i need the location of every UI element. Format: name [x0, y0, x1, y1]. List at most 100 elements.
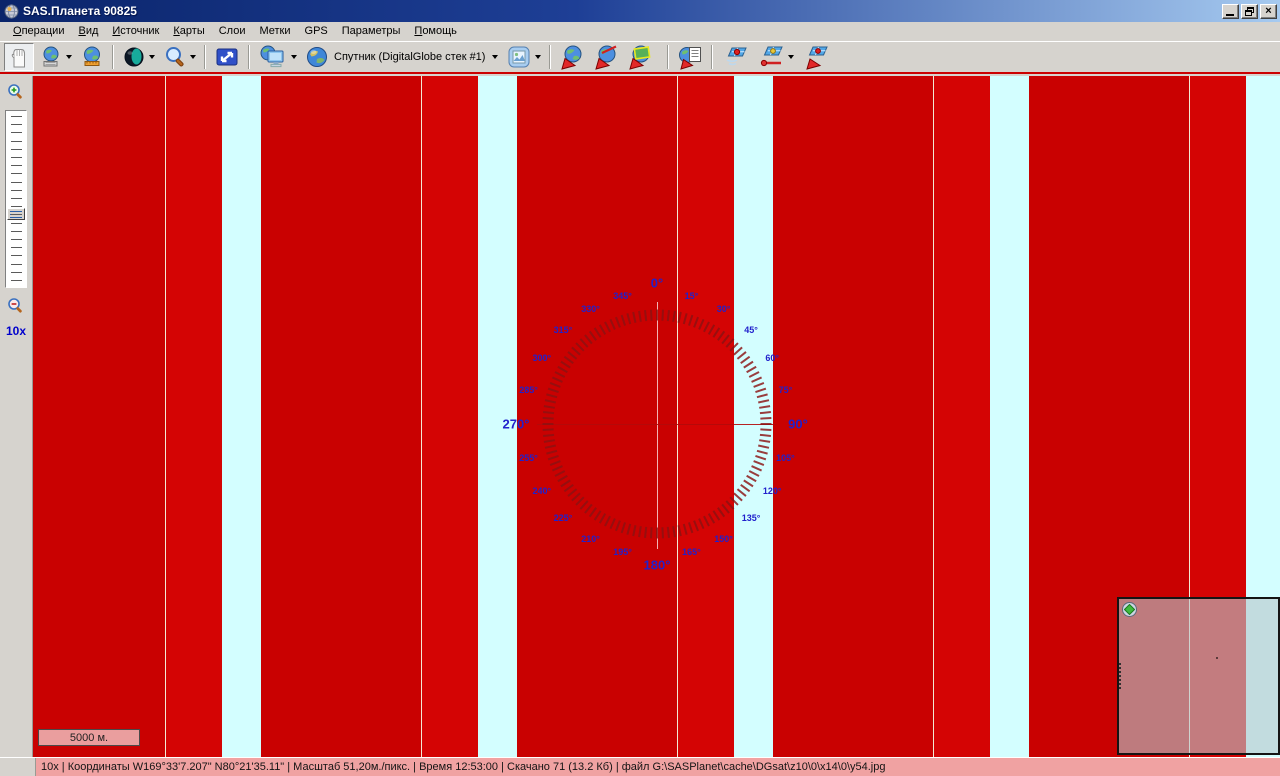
- compass-label-210: 210°: [581, 534, 600, 545]
- compass-label-135: 135°: [741, 513, 761, 524]
- zoom-slider-tick: [11, 132, 22, 134]
- compass-tick: [620, 314, 626, 326]
- compass-tick: [672, 526, 676, 538]
- minimap-cursor-dot: [1216, 657, 1218, 659]
- globe-view-dropdown-arrow[interactable]: [149, 55, 155, 59]
- selection-info-button[interactable]: [674, 43, 706, 71]
- restore-button[interactable]: [1241, 3, 1258, 19]
- tile-boundary-line: [1189, 76, 1190, 757]
- zoom-slider-tick: [11, 140, 22, 142]
- compass-tick: [547, 387, 559, 393]
- toolbar-separator: [112, 45, 114, 69]
- minimap-overlay[interactable]: [1117, 597, 1280, 755]
- menu-item-источник[interactable]: Источник: [112, 25, 160, 37]
- compass-label-180: 180°: [643, 557, 671, 573]
- map-source-dropdown-arrow[interactable]: [291, 55, 297, 59]
- selection-map-button[interactable]: [624, 43, 656, 71]
- compass-tick: [661, 309, 664, 321]
- tile-boundary-line: [165, 76, 166, 757]
- globe-list-arrow-icon: [679, 47, 702, 70]
- titlebar: SAS.Планета 90825 ×: [0, 0, 1280, 22]
- compass-tick: [644, 526, 648, 538]
- full-map-button[interactable]: [77, 43, 107, 71]
- toolbar-separator: [667, 45, 670, 69]
- zoom-slider[interactable]: [5, 110, 27, 288]
- globe-download-arrow-icon: [561, 45, 582, 70]
- zoom-in-button[interactable]: [3, 80, 29, 104]
- compass-tick: [632, 311, 637, 323]
- compass-tick: [626, 313, 632, 325]
- menu-item-вид[interactable]: Вид: [78, 25, 99, 37]
- zoom-slider-tick: [11, 214, 22, 216]
- zoom-slider-tick: [11, 173, 22, 175]
- tile-shade: [166, 76, 222, 757]
- compass-horizontal-axis: [537, 424, 777, 425]
- globe-ruler-icon: [84, 46, 100, 66]
- compass-label-195: 195°: [613, 547, 632, 558]
- map-combo[interactable]: Спутник (DigitalGlobe стек #1): [301, 43, 502, 71]
- selection-edit-button[interactable]: [590, 43, 622, 71]
- zoom-slider-tick: [11, 255, 22, 257]
- toolbar-separator: [248, 45, 250, 69]
- add-path-button[interactable]: [754, 43, 797, 71]
- close-icon: ×: [1265, 4, 1272, 17]
- selection-dropdown-arrow[interactable]: [66, 55, 72, 59]
- menu-item-операции[interactable]: Операции: [13, 25, 65, 37]
- tile-boundary-line: [933, 76, 934, 757]
- toolbar: Спутник (DigitalGlobe стек #1): [0, 41, 1280, 74]
- menu-item-помощь[interactable]: Помощь: [414, 25, 457, 37]
- menu-item-gps[interactable]: GPS: [304, 25, 328, 37]
- scale-bar: 5000 м.: [38, 729, 140, 746]
- minimap-resize-grip[interactable]: [1119, 663, 1122, 689]
- compass-label-150: 150°: [714, 534, 733, 545]
- compass-label-255: 255°: [519, 453, 538, 464]
- cache-mode-button[interactable]: [503, 43, 544, 71]
- selection-download-button[interactable]: [556, 43, 588, 71]
- zoom-out-icon: [8, 298, 22, 313]
- pan-hand-button[interactable]: [4, 43, 34, 71]
- compass-tick: [549, 382, 561, 388]
- compass-label-45: 45°: [744, 324, 758, 335]
- cache-mode-dropdown-arrow[interactable]: [535, 55, 542, 59]
- tile-boundary-line: [677, 76, 678, 757]
- compass-tick: [672, 310, 676, 322]
- add-placemark-button[interactable]: [718, 43, 752, 71]
- selection-tool-button[interactable]: [36, 43, 75, 71]
- zoom-tool-button[interactable]: [160, 43, 199, 71]
- compass-tick: [543, 411, 555, 415]
- menu-item-параметры[interactable]: Параметры: [341, 25, 401, 37]
- map-viewport[interactable]: 0° 15° 30° 45° 60° 75° 90° 105° 120° 135° 150° 165°…: [33, 76, 1280, 757]
- menu-item-слои[interactable]: Слои: [218, 25, 246, 37]
- compass-tick: [632, 525, 637, 537]
- empty-tile-stripe: [478, 76, 517, 757]
- zoom-in-icon: [8, 84, 22, 99]
- empty-tile-stripe: [222, 76, 261, 757]
- compass-tick: [638, 526, 642, 538]
- compass-tick: [542, 428, 554, 431]
- add-polygon-button[interactable]: [799, 43, 833, 71]
- window-title: SAS.Планета 90825: [23, 4, 137, 18]
- fullscreen-button[interactable]: [211, 43, 243, 71]
- menu-item-метки[interactable]: Метки: [259, 25, 291, 37]
- map-source-button[interactable]: [255, 43, 300, 71]
- zoom-slider-thumb[interactable]: [7, 208, 25, 220]
- compass-tick: [543, 433, 555, 437]
- close-button[interactable]: ×: [1260, 3, 1277, 19]
- compass-tick: [661, 527, 664, 539]
- tile-shade: [422, 76, 478, 757]
- compass-label-60: 60°: [765, 352, 779, 363]
- globe-view-button[interactable]: [119, 43, 158, 71]
- zoom-slider-tick: [11, 263, 22, 265]
- menu-item-карты[interactable]: Карты: [173, 25, 205, 37]
- minimap-menu-button[interactable]: [1122, 602, 1137, 617]
- zoom-tool-dropdown-arrow[interactable]: [190, 55, 196, 59]
- add-path-dropdown-arrow[interactable]: [788, 55, 795, 59]
- zoom-sidebar: 10x: [0, 76, 33, 757]
- placemark-add-icon: [727, 47, 748, 66]
- compass-label-90: 90°: [788, 416, 808, 432]
- satellite-map-icon: [307, 47, 327, 67]
- map-combo-dropdown-arrow[interactable]: [492, 55, 499, 59]
- minimize-button[interactable]: [1222, 3, 1239, 19]
- zoom-out-button[interactable]: [3, 294, 29, 318]
